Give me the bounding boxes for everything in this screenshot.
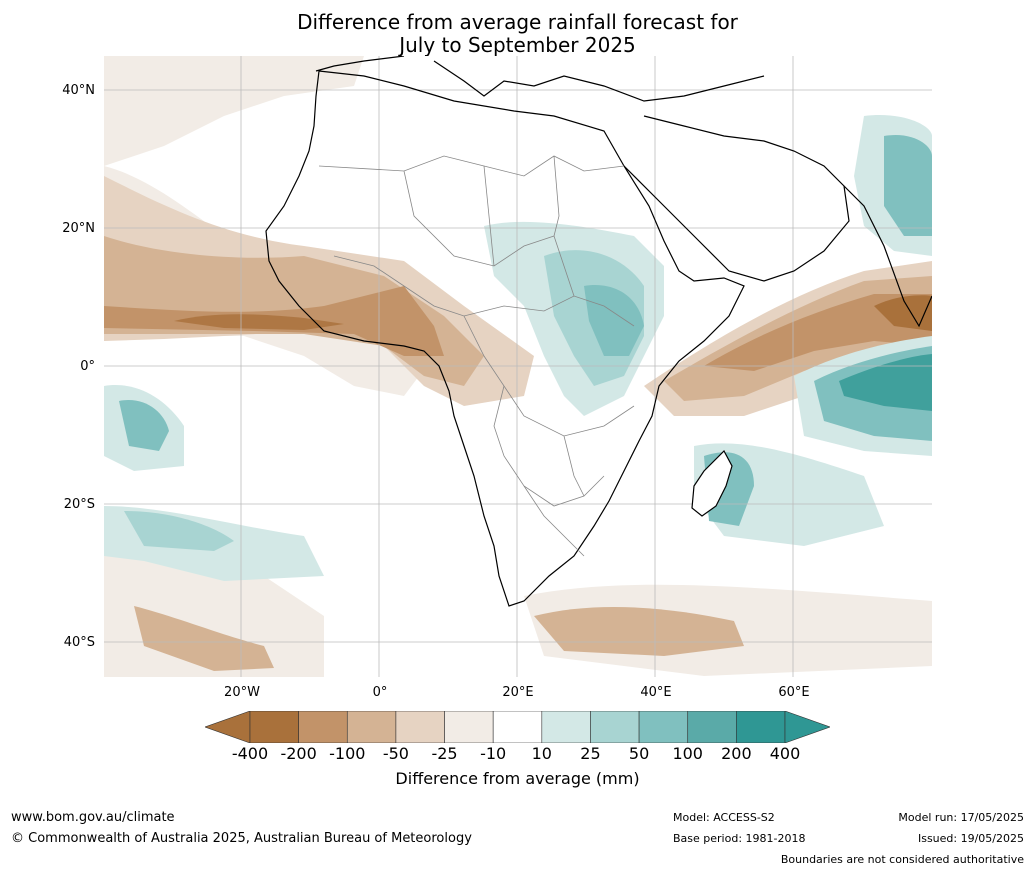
colorbar-tick-label: 25	[580, 744, 601, 763]
lat-label-20s: 20°S	[63, 497, 95, 512]
colorbar-high-arrow	[784, 711, 830, 743]
africa-coastline	[265, 70, 745, 607]
model-run-text: Model run: 17/05/2025	[898, 811, 1024, 824]
map-title-line1: Difference from average rainfall forecas…	[297, 10, 738, 34]
base-period-text: Base period: 1981-2018	[673, 832, 806, 845]
colorbar-tick-label: 50	[628, 744, 650, 763]
country-borders	[318, 155, 635, 557]
colorbar-cell	[395, 711, 445, 743]
colorbar-cell	[249, 711, 299, 743]
europe-coastline	[315, 56, 765, 102]
anomaly-patch	[104, 56, 364, 166]
colorbar-cell	[444, 711, 494, 743]
anomaly-patch	[534, 606, 744, 656]
colorbar-cell	[541, 711, 591, 743]
colorbar-cell	[638, 711, 689, 743]
lon-label-20e: 20°E	[502, 685, 534, 700]
anomaly-patch	[134, 606, 274, 671]
anomaly-patch	[584, 285, 644, 356]
anomaly-patch	[839, 354, 932, 411]
lat-label-20n: 20°N	[62, 221, 95, 236]
colorbar-tick-label: -50	[382, 744, 409, 763]
colorbar-tick-label: -100	[329, 744, 366, 763]
colorbar-tick-label: 400	[769, 744, 801, 763]
colorbar	[205, 711, 830, 743]
lon-label-60e: 60°E	[778, 685, 810, 700]
colorbar-cell	[687, 711, 737, 743]
lat-label-40n: 40°N	[62, 83, 95, 98]
lat-label-equator: 0°	[80, 359, 95, 374]
colorbar-cell	[492, 711, 543, 743]
anomaly-patch	[874, 295, 932, 331]
disclaimer-text: Boundaries are not considered authoritat…	[780, 853, 1024, 866]
colorbar-label: Difference from average (mm)	[395, 769, 640, 788]
colorbar-tick-label: -10	[480, 744, 507, 763]
anomaly-patch	[124, 511, 234, 551]
lon-label-0: 0°	[372, 685, 388, 700]
anomaly-patch	[704, 294, 932, 371]
colorbar-tick-label: -25	[431, 744, 458, 763]
colorbar-tick-label: -400	[231, 744, 269, 763]
copyright-text: © Commonwealth of Australia 2025, Austra…	[11, 831, 472, 846]
anomaly-patch	[119, 400, 169, 451]
anomaly-patch	[174, 314, 344, 330]
colorbar-tick-label: 100	[672, 744, 703, 763]
rainfall-map	[104, 56, 932, 677]
colorbar-tick-label: 10	[531, 744, 552, 763]
map-title-line2: July to September 2025	[399, 33, 636, 57]
colorbar-tick-label: -200	[280, 744, 317, 763]
graticule	[104, 56, 932, 677]
arabia-coastline	[623, 115, 850, 282]
map-canvas	[104, 56, 932, 677]
india-coastline	[843, 185, 932, 328]
lon-label-40e: 40°E	[640, 685, 672, 700]
lat-label-40s: 40°S	[63, 635, 95, 650]
colorbar-cell	[298, 711, 348, 743]
colorbar-low-arrow	[205, 711, 251, 743]
colorbar-cell	[590, 711, 640, 743]
colorbar-cell	[736, 711, 786, 743]
colorbar-tick-label: 200	[721, 744, 752, 763]
madagascar-coastline	[691, 450, 733, 517]
lon-label-20w: 20°W	[224, 685, 260, 700]
colorbar-cell	[346, 711, 397, 743]
model-text: Model: ACCESS-S2	[673, 811, 775, 824]
anomaly-patch	[884, 135, 932, 236]
issued-text: Issued: 19/05/2025	[917, 832, 1024, 845]
website-link[interactable]: www.bom.gov.au/climate	[11, 810, 175, 825]
